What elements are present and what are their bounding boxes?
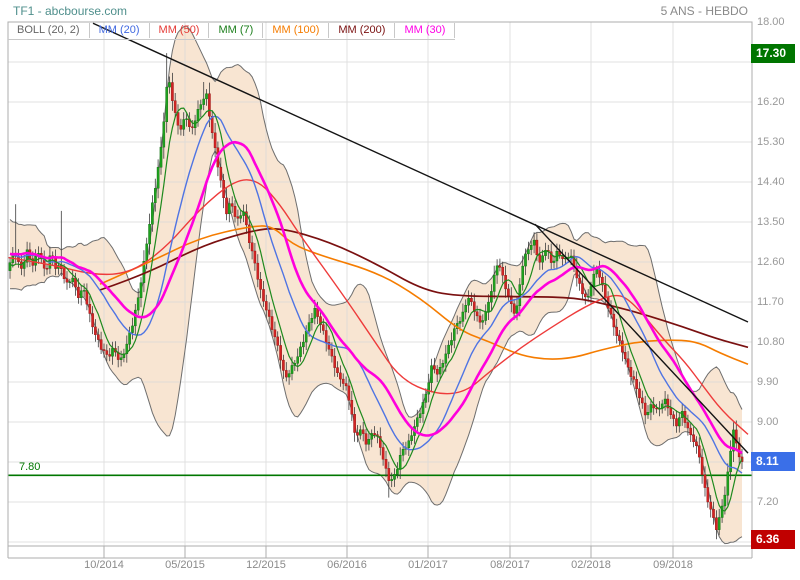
y-axis-label: 14.40 [757,175,785,188]
x-axis-label: 12/2015 [246,559,286,571]
legend-item: MM (20) [90,23,150,38]
x-axis-label: 05/2015 [165,559,205,571]
page-title: TF1 - abcbourse.com [13,4,128,18]
legend-item: MM (30) [395,23,456,38]
y-axis-label: 9.00 [757,415,779,428]
x-axis-label: 08/2017 [490,559,530,571]
ma-mm7-line [9,107,743,512]
y-axis-label: 15.30 [757,135,785,148]
plot-area [8,22,752,546]
y-axis-label: 10.80 [757,335,785,348]
indicator-legend: BOLL (20, 2) MM (20) MM (50) MM (7) MM (100)… [8,22,456,40]
x-axis-label: 06/2016 [327,559,367,571]
y-axis-label: 11.70 [757,295,784,308]
support-level-label: 7.80 [19,461,41,474]
period-label: 5 ANS - HEBDO [660,4,748,18]
y-axis-label: 16.20 [757,95,785,108]
plot-border [7,21,753,559]
x-axis-label: 01/2017 [408,559,448,571]
y-axis-label: 12.60 [757,255,785,268]
x-axis-label: 10/2014 [84,559,124,571]
trendline-2 [534,223,749,454]
legend-item: MM (100) [263,23,330,38]
legend-item: MM (50) [150,23,210,38]
trendline-1 [92,22,749,323]
bollinger-upper-line [9,25,743,418]
legend-item: MM (200) [329,23,396,38]
y-axis-label: 18.00 [757,15,785,28]
x-axis-label: 02/2018 [571,559,611,571]
ma-mm20-line [9,115,743,474]
bollinger-band [10,26,742,544]
price-badge: 8.11 [751,452,795,472]
legend-item: MM (7) [209,23,264,38]
candles-layer [8,53,744,540]
y-axis-label: 7.20 [757,495,779,508]
ma-mm30-line [9,140,743,455]
price-badge: 17.30 [751,43,795,63]
x-axis-label: 09/2018 [653,559,693,571]
y-axis-label: 9.90 [757,375,779,388]
y-axis-label: 13.50 [757,215,785,228]
price-badge: 6.36 [751,529,795,549]
ma-mm200-line [99,227,749,349]
legend-item: BOLL (20, 2) [8,23,90,38]
